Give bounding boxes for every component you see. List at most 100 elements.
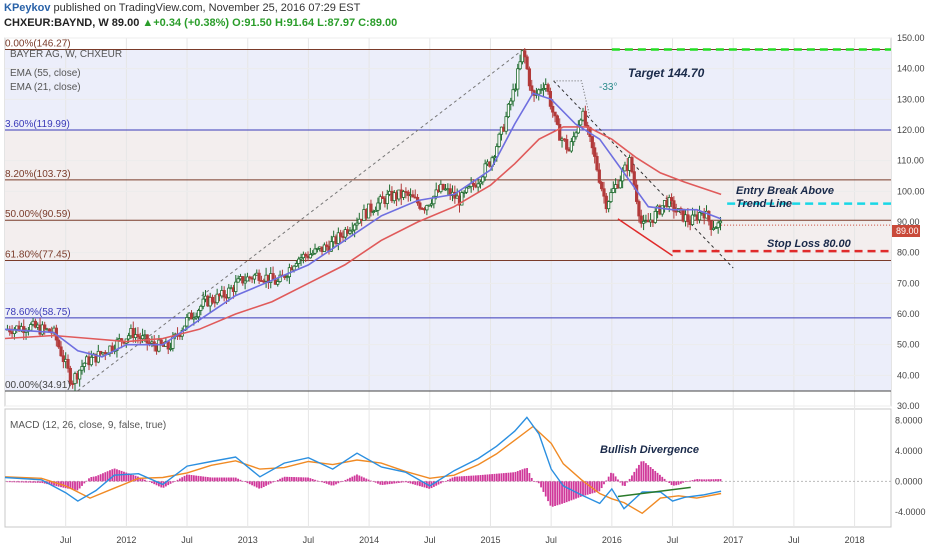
candle-body xyxy=(278,274,282,282)
publish-info: published on TradingView.com, November 2… xyxy=(53,2,361,14)
histogram-bar xyxy=(43,481,46,484)
histogram-bar xyxy=(8,481,11,483)
macd-y-tick-label: 0.0000 xyxy=(895,476,923,486)
candle-body xyxy=(292,265,296,271)
histogram-bar xyxy=(395,481,398,484)
histogram-bar xyxy=(479,475,482,482)
histogram-bar xyxy=(582,481,584,497)
histogram-bar xyxy=(239,479,242,482)
histogram-bar xyxy=(297,477,300,482)
candle-body xyxy=(429,203,434,206)
candle-body xyxy=(611,188,615,193)
histogram-bar xyxy=(141,478,144,482)
histogram-bar xyxy=(477,475,480,482)
author-name[interactable]: KPeykov xyxy=(4,2,51,14)
candle-body xyxy=(374,209,378,212)
candle-body xyxy=(82,362,86,367)
candle-body xyxy=(595,156,599,171)
candle-body xyxy=(236,278,240,283)
candle-body xyxy=(285,276,289,279)
candle-body xyxy=(66,358,70,369)
x-tick-label: 2012 xyxy=(116,535,136,545)
histogram-bar xyxy=(302,477,305,482)
histogram-bar xyxy=(645,463,647,482)
fib-level-label: 3.60%(119.99) xyxy=(5,119,70,130)
candle-body xyxy=(583,110,587,126)
histogram-bar xyxy=(83,481,86,484)
histogram-bar xyxy=(248,481,251,485)
histogram-bar xyxy=(439,481,442,484)
histogram-bar xyxy=(533,481,535,482)
candle-body xyxy=(476,183,480,188)
candle-body xyxy=(714,227,718,229)
candle-body xyxy=(709,220,713,230)
histogram-bar xyxy=(712,479,715,482)
red-support-line xyxy=(617,218,673,257)
histogram-bar xyxy=(134,475,137,482)
chart-title: BAYER AG, W, CHXEUR xyxy=(10,49,122,60)
y-tick-label: 100.00 xyxy=(897,186,925,196)
ema21-legend: EMA (21, close) xyxy=(10,82,81,93)
histogram-bar xyxy=(642,461,645,482)
candle-body xyxy=(299,257,303,260)
histogram-bar xyxy=(696,479,699,482)
histogram-bar xyxy=(418,481,421,487)
histogram-bar xyxy=(542,481,545,492)
histogram-bar xyxy=(90,477,93,482)
histogram-bar xyxy=(335,481,337,485)
histogram-bar xyxy=(700,479,703,482)
candle-body xyxy=(635,184,639,202)
fib-zone xyxy=(5,130,891,180)
candle-body xyxy=(29,324,33,331)
histogram-bar xyxy=(48,481,51,485)
candle-body xyxy=(78,369,82,380)
histogram-bar xyxy=(167,481,170,486)
histogram-bar xyxy=(25,481,27,483)
histogram-bar xyxy=(544,481,547,497)
histogram-bar xyxy=(195,475,198,482)
histogram-bar xyxy=(705,479,708,482)
histogram-bar xyxy=(530,477,533,482)
histogram-bar xyxy=(337,481,340,484)
candle-body xyxy=(471,182,476,186)
histogram-bar xyxy=(293,477,295,482)
candle-body xyxy=(315,248,319,250)
histogram-bar xyxy=(381,481,384,485)
histogram-bar xyxy=(631,475,633,482)
histogram-bar xyxy=(575,481,577,499)
histogram-bar xyxy=(139,477,142,482)
histogram-bar xyxy=(227,477,230,482)
ema-lines xyxy=(4,92,722,358)
histogram-bar xyxy=(698,479,701,482)
fib-zone xyxy=(5,49,891,131)
histogram-bar xyxy=(55,481,58,487)
histogram-bar xyxy=(290,476,293,482)
histogram-bar xyxy=(521,469,524,482)
histogram-bar xyxy=(202,476,205,482)
histogram-bar xyxy=(411,481,414,485)
histogram-bar xyxy=(255,481,258,488)
histogram-bar xyxy=(342,481,344,482)
histogram-bar xyxy=(344,479,347,482)
candle-body xyxy=(718,220,723,224)
price-change: ▲+0.34 (+0.38%) xyxy=(142,17,230,29)
histogram-bar xyxy=(444,481,447,482)
candle-body xyxy=(194,316,198,319)
histogram-bar xyxy=(309,478,312,482)
y-tick-label: 130.00 xyxy=(897,94,925,104)
fib-level-label: 8.20%(103.73) xyxy=(5,169,71,180)
histogram-bar xyxy=(374,481,377,483)
histogram-bar xyxy=(363,477,365,482)
histogram-bar xyxy=(85,480,88,482)
histogram-bar xyxy=(596,481,598,493)
histogram-bar xyxy=(286,476,288,482)
histogram-bar xyxy=(535,481,538,483)
candle-body xyxy=(460,192,464,206)
candle-body xyxy=(632,171,636,186)
histogram-bar xyxy=(332,481,335,486)
macd-y-tick-label: 8.0000 xyxy=(895,415,923,425)
candle-body xyxy=(322,244,326,252)
histogram-bar xyxy=(206,477,209,482)
candle-body xyxy=(697,212,702,221)
